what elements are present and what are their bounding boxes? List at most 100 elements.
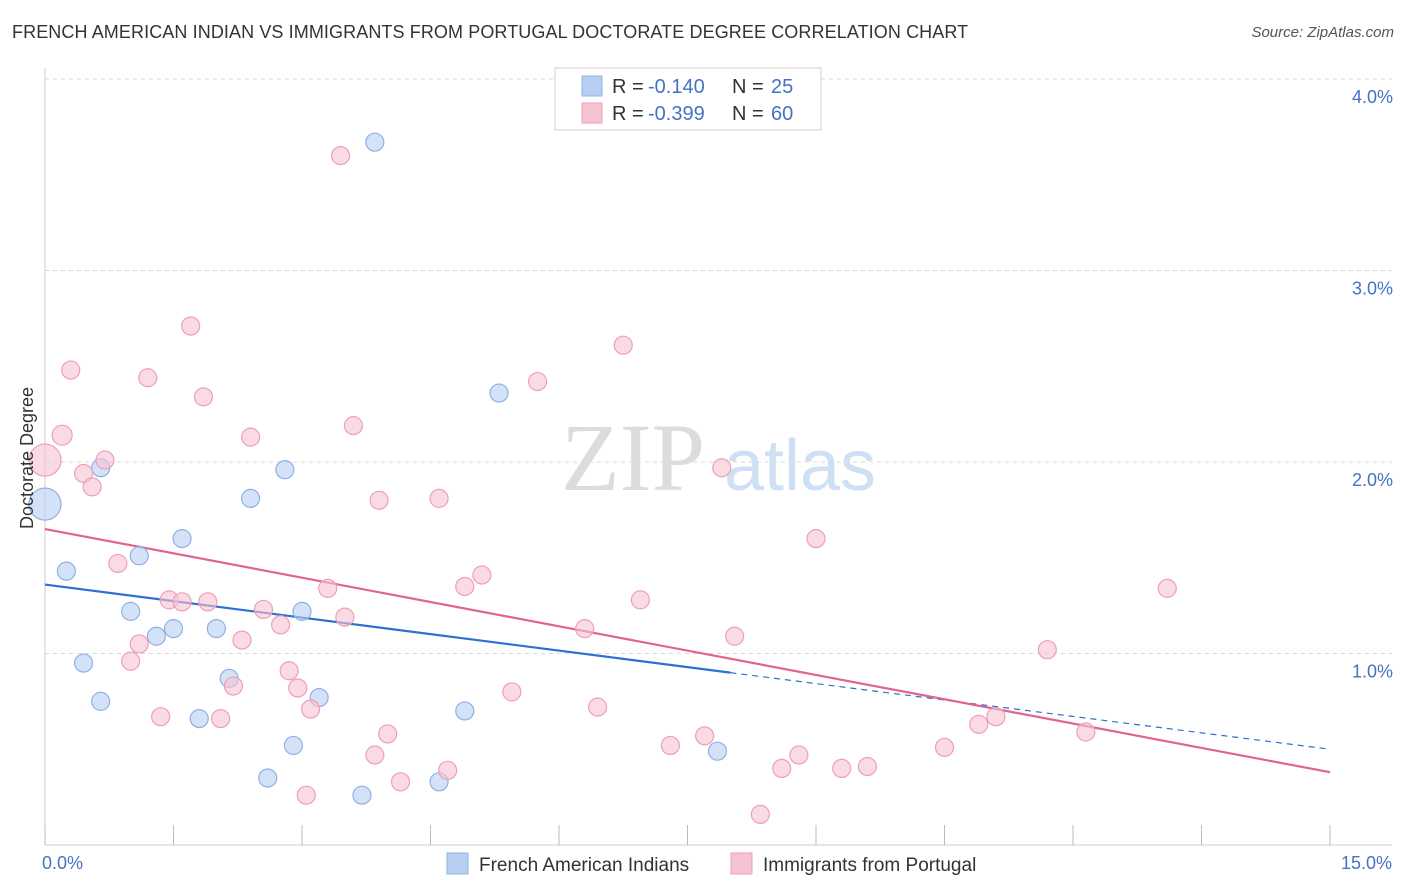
legend-r-label-pink: R = [612,103,644,125]
source-credit: Source: ZipAtlas.com [1251,24,1394,41]
blue-point-21 [365,132,385,152]
pink-point-4 [73,463,94,484]
pink-point-33 [378,724,398,744]
blue-point-18 [292,601,312,621]
watermark-atlas: atlas [724,426,876,506]
legend-n-value-blue: 25 [771,76,793,98]
pink-point-51 [789,745,809,765]
pink-point-23 [279,661,299,681]
pink-trend-line [44,527,1331,774]
pink-point-6 [95,450,115,470]
legend-swatch-pink [581,102,603,124]
blue-point-16 [275,460,295,480]
pink-point-42 [587,697,608,717]
pink-point-10 [138,368,158,388]
series-legend-swatch-pink [730,852,753,875]
blue-point-12 [206,619,226,639]
pink-point-53 [832,758,852,779]
watermark-zip: ZIP [561,404,705,511]
y-axis-label: Doctorate Degree [17,387,37,529]
chart-title: FRENCH AMERICAN INDIAN VS IMMIGRANTS FRO… [12,22,969,42]
pink-point-17 [211,709,231,729]
pink-point-26 [300,699,321,719]
pink-point-15 [193,387,214,407]
pink-point-43 [613,335,633,355]
legend-n-label-pink: N = [732,103,764,125]
blue-point-9 [163,619,184,639]
blue-point-25 [707,741,728,761]
blue-point-23 [455,701,475,721]
pink-point-40 [527,371,548,392]
blue-point-17 [283,735,304,756]
legend-r-value-pink: -0.399 [648,103,705,125]
pink-point-54 [857,756,878,777]
pink-point-45 [660,735,680,756]
pink-point-50 [772,758,792,779]
pink-point-41 [575,619,595,639]
legend-r-label-blue: R = [612,76,644,98]
pink-point-36 [438,760,458,780]
pink-point-21 [253,599,274,620]
pink-point-56 [969,714,989,734]
axes [44,68,1392,846]
pink-point-46 [695,726,715,746]
pink-point-29 [335,607,355,627]
pink-point-52 [806,528,826,549]
series-legend: French American Indians Immigrants from … [446,852,976,876]
pink-point-13 [172,592,192,612]
pink-point-35 [429,488,449,508]
pink-point-60 [1157,578,1177,598]
y-tick-label-4: 4.0% [1352,87,1393,107]
watermark: ZIP atlas [561,404,876,511]
pink-point-34 [390,772,411,792]
gridlines: 1.0% 2.0% 3.0% 4.0% [45,78,1393,682]
pink-point-24 [288,678,308,698]
x-tick-label-min: 0.0% [42,853,83,873]
blue-point-3 [73,653,94,673]
trend-lines [44,527,1331,774]
pink-point-19 [232,630,252,650]
pink-point-25 [296,785,316,805]
pink-point-1 [28,443,62,477]
pink-point-59 [1076,722,1096,742]
y-tick-label-2: 2.0% [1352,470,1393,490]
blue-point-11 [189,709,209,729]
pink-point-20 [241,427,261,447]
pink-point-2 [51,424,73,446]
legend-swatch-blue [581,75,603,97]
pink-point-47 [712,458,732,478]
series-legend-swatch-blue [446,852,469,875]
legend-r-value-blue: -0.140 [648,76,705,98]
x-tick-label-max: 15.0% [1341,853,1392,873]
blue-point-4 [91,691,111,711]
pink-point-44 [630,590,650,610]
blue-point-6 [121,601,141,621]
pink-point-32 [369,490,389,510]
pink-point-9 [129,634,149,654]
blue-point-24 [489,383,509,403]
pink-point-14 [181,316,201,336]
legend-n-value-pink: 60 [771,103,793,125]
pink-point-38 [472,565,492,585]
pink-point-28 [330,146,351,166]
series-legend-label-blue: French American Indians [479,855,689,876]
pink-point-27 [318,578,338,598]
blue-point-10 [172,528,192,549]
legend: R = -0.140 N = 25 R = -0.399 N = 60 [554,67,822,131]
pink-point-55 [934,737,955,757]
pink-point-39 [502,682,522,702]
blue-point-15 [258,768,278,788]
pink-point-58 [1037,640,1057,660]
y-tick-label-3: 3.0% [1352,279,1393,299]
pink-point-5 [82,477,102,497]
blue-point-1 [28,487,62,521]
pink-point-7 [108,553,128,574]
pink-point-22 [270,615,291,635]
pink-point-57 [986,707,1006,727]
blue-point-14 [241,488,261,508]
y-tick-label-1: 1.0% [1352,662,1393,682]
blue-point-8 [146,626,166,646]
blue-trend-extension [730,672,1331,750]
pink-point-8 [121,651,141,671]
